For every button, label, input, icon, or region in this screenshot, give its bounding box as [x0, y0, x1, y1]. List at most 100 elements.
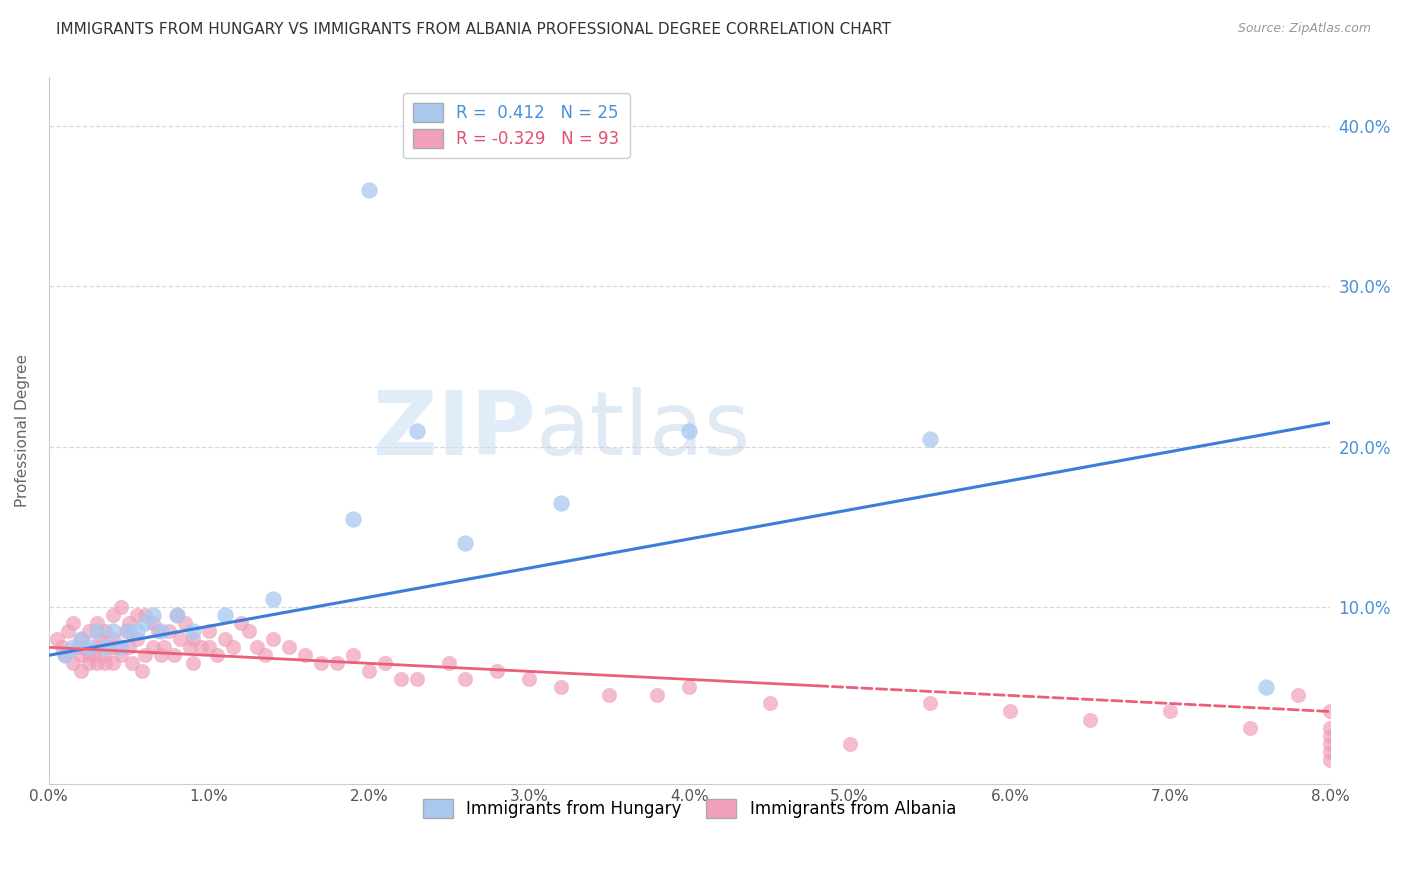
Point	[838, 737, 860, 751]
Point	[94, 657, 117, 671]
Point	[294, 648, 316, 663]
Point	[998, 705, 1021, 719]
Point	[94, 640, 117, 655]
Point	[53, 648, 76, 663]
Point	[359, 183, 381, 197]
Point	[1319, 753, 1341, 767]
Point	[437, 657, 460, 671]
Point	[181, 624, 204, 639]
Point	[326, 657, 349, 671]
Point	[125, 624, 148, 639]
Point	[389, 673, 412, 687]
Point	[678, 681, 700, 695]
Text: IMMIGRANTS FROM HUNGARY VS IMMIGRANTS FROM ALBANIA PROFESSIONAL DEGREE CORRELATI: IMMIGRANTS FROM HUNGARY VS IMMIGRANTS FR…	[56, 22, 891, 37]
Point	[142, 640, 165, 655]
Point	[166, 608, 188, 623]
Point	[77, 648, 100, 663]
Point	[101, 632, 124, 647]
Point	[101, 608, 124, 623]
Point	[118, 624, 141, 639]
Point	[62, 657, 84, 671]
Point	[121, 657, 143, 671]
Point	[262, 632, 284, 647]
Point	[550, 496, 572, 510]
Point	[262, 592, 284, 607]
Point	[118, 616, 141, 631]
Point	[486, 665, 509, 679]
Point	[86, 616, 108, 631]
Point	[918, 697, 941, 711]
Point	[73, 640, 96, 655]
Point	[222, 640, 245, 655]
Point	[149, 624, 172, 639]
Point	[647, 689, 669, 703]
Point	[94, 648, 117, 663]
Point	[110, 600, 132, 615]
Point	[1286, 689, 1309, 703]
Point	[69, 632, 91, 647]
Point	[1319, 729, 1341, 743]
Point	[53, 648, 76, 663]
Point	[69, 648, 91, 663]
Point	[1159, 705, 1181, 719]
Point	[678, 424, 700, 438]
Point	[101, 624, 124, 639]
Point	[69, 632, 91, 647]
Point	[309, 657, 332, 671]
Point	[190, 640, 212, 655]
Point	[125, 632, 148, 647]
Point	[134, 648, 156, 663]
Point	[69, 665, 91, 679]
Point	[118, 640, 141, 655]
Point	[246, 640, 269, 655]
Text: Source: ZipAtlas.com: Source: ZipAtlas.com	[1237, 22, 1371, 36]
Y-axis label: Professional Degree: Professional Degree	[15, 354, 30, 507]
Point	[406, 673, 429, 687]
Point	[1319, 745, 1341, 759]
Point	[45, 632, 67, 647]
Point	[1319, 721, 1341, 735]
Point	[101, 657, 124, 671]
Point	[66, 640, 89, 655]
Point	[550, 681, 572, 695]
Point	[169, 632, 191, 647]
Point	[179, 640, 201, 655]
Point	[77, 640, 100, 655]
Point	[598, 689, 620, 703]
Point	[517, 673, 540, 687]
Point	[1239, 721, 1261, 735]
Point	[198, 624, 221, 639]
Point	[134, 608, 156, 623]
Point	[86, 640, 108, 655]
Point	[51, 640, 73, 655]
Point	[131, 665, 153, 679]
Point	[166, 608, 188, 623]
Point	[342, 648, 364, 663]
Point	[454, 536, 477, 550]
Point	[86, 624, 108, 639]
Point	[214, 608, 236, 623]
Point	[77, 657, 100, 671]
Point	[98, 640, 121, 655]
Point	[149, 648, 172, 663]
Point	[918, 432, 941, 446]
Point	[205, 648, 228, 663]
Point	[142, 608, 165, 623]
Point	[56, 624, 79, 639]
Point	[157, 624, 180, 639]
Point	[253, 648, 276, 663]
Point	[86, 657, 108, 671]
Point	[1319, 705, 1341, 719]
Point	[125, 608, 148, 623]
Point	[342, 512, 364, 526]
Point	[198, 640, 221, 655]
Point	[134, 616, 156, 631]
Point	[278, 640, 301, 655]
Point	[1319, 737, 1341, 751]
Legend: Immigrants from Hungary, Immigrants from Albania: Immigrants from Hungary, Immigrants from…	[416, 792, 963, 825]
Point	[406, 424, 429, 438]
Point	[758, 697, 780, 711]
Point	[1254, 681, 1277, 695]
Point	[454, 673, 477, 687]
Text: atlas: atlas	[536, 387, 751, 474]
